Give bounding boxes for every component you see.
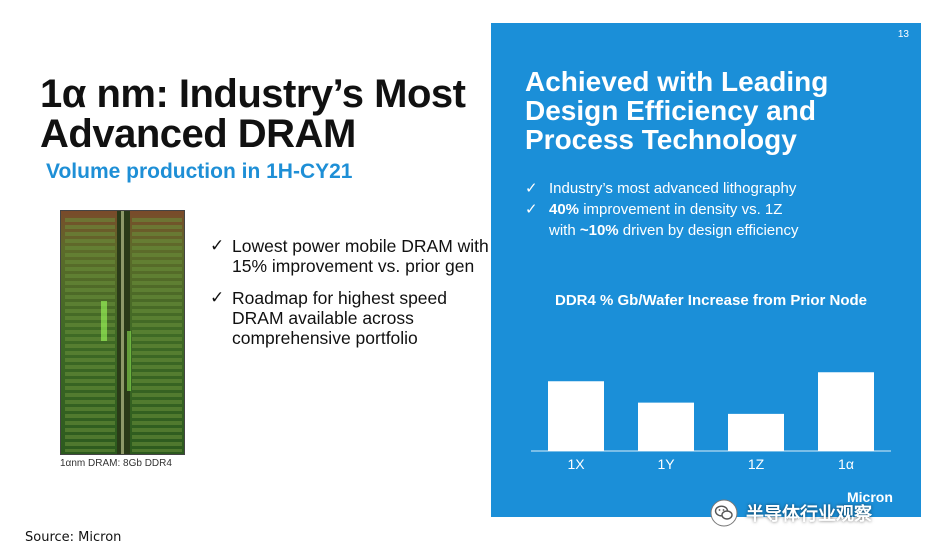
list-item: ✓ Roadmap for highest speed DRAM availab… — [210, 288, 490, 348]
brand-logo: Micron — [847, 489, 893, 505]
highlight-value: ~10% — [579, 222, 619, 239]
check-icon: ✓ — [210, 288, 225, 307]
watermark: 半导体行业观察 — [710, 496, 940, 530]
list-item-text: with — [549, 222, 580, 239]
list-item-text: driven by design efficiency — [618, 222, 799, 239]
page-number: 13 — [897, 29, 909, 40]
bar-1 — [548, 381, 604, 451]
check-icon: ✓ — [210, 236, 225, 255]
bar-2 — [638, 402, 694, 451]
list-item: ✓ Industry’s most advanced lithography — [525, 178, 905, 199]
chart-title: DDR4 % Gb/Wafer Increase from Prior Node — [554, 292, 868, 309]
die-caption: 1αnm DRAM: 8Gb DDR4 — [60, 458, 172, 469]
slide-title: 1α nm: Industry’s Most Advanced DRAM — [40, 74, 490, 154]
dram-die-image — [60, 210, 185, 455]
panel-title: Achieved with Leading Design Efficiency … — [525, 66, 829, 155]
highlight-panel: 13 Achieved with Leading Design Efficien… — [491, 23, 921, 517]
list-item-text: Lowest power mobile DRAM with 15% improv… — [232, 236, 489, 276]
watermark-text: 半导体行业观察 — [746, 504, 872, 525]
wechat-icon — [710, 499, 738, 527]
check-icon: ✓ — [525, 201, 538, 218]
slide-title-line1: 1α nm: Industry’s Most — [40, 72, 466, 116]
x-tick-label: 1α — [838, 456, 854, 471]
list-item: with ~10% driven by design efficiency — [525, 220, 905, 241]
slide-title-line2: Advanced DRAM — [40, 112, 356, 156]
list-item-text: Roadmap for highest speed DRAM available… — [232, 288, 447, 348]
slide-subtitle: Volume production in 1H-CY21 — [46, 160, 353, 183]
source-note: Source: Micron — [25, 530, 122, 545]
dram-die-graphic — [61, 211, 184, 454]
list-item: ✓ 40% improvement in density vs. 1Z — [525, 199, 905, 220]
check-icon: ✓ — [525, 180, 538, 197]
x-tick-label: 1X — [567, 456, 585, 471]
bar-chart: 1X 1Y 1Z 1α — [531, 372, 891, 471]
list-item: ✓ Lowest power mobile DRAM with 15% impr… — [210, 236, 490, 276]
x-tick-label: 1Z — [748, 456, 765, 471]
list-item-text: improvement in density vs. 1Z — [579, 201, 783, 218]
list-item-text: Industry’s most advanced lithography — [549, 180, 797, 197]
panel-feature-list: ✓ Industry’s most advanced lithography ✓… — [525, 178, 905, 241]
x-tick-label: 1Y — [657, 456, 675, 471]
feature-list: ✓ Lowest power mobile DRAM with 15% impr… — [210, 236, 490, 360]
highlight-value: 40% — [549, 201, 580, 218]
bar-3 — [728, 413, 784, 451]
bar-4 — [818, 372, 874, 451]
